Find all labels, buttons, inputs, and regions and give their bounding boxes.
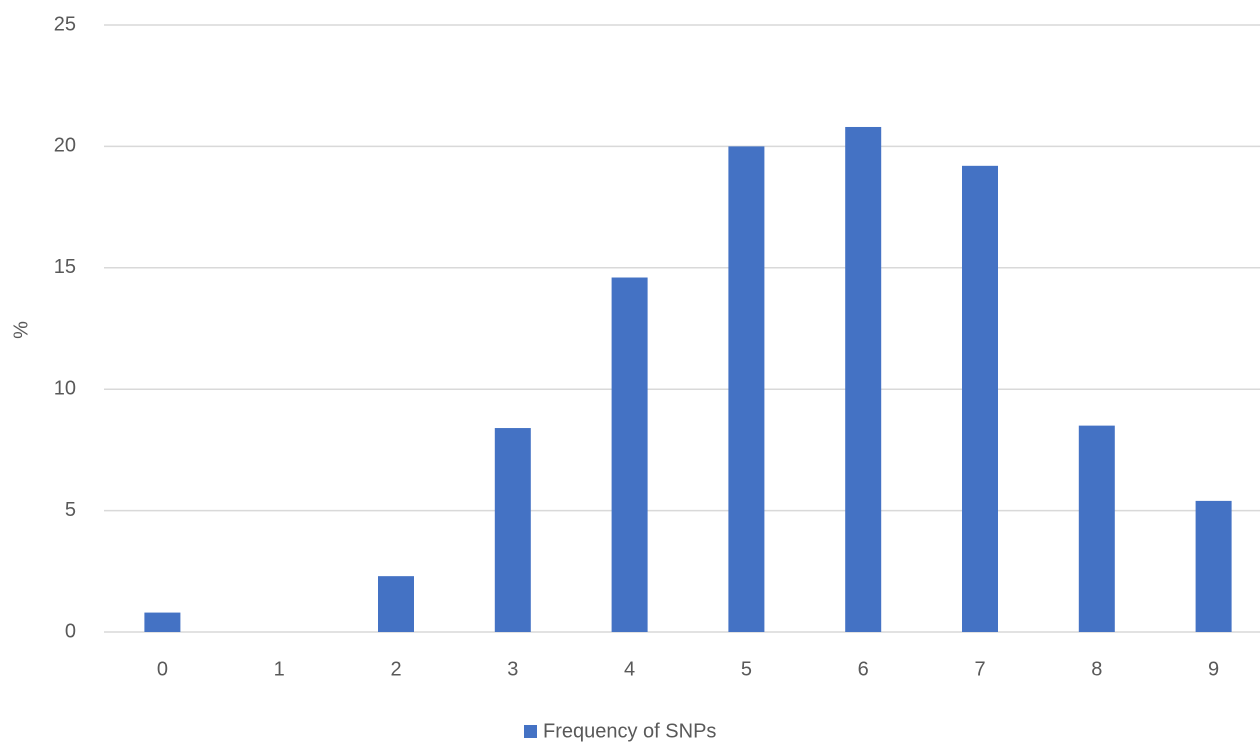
y-tick-label: 15: [54, 256, 76, 278]
bar: [1078, 425, 1115, 632]
y-tick-label: 10: [54, 377, 76, 399]
x-tick-label: 7: [974, 658, 985, 680]
x-tick-label: 5: [741, 658, 752, 680]
x-tick-label: 0: [157, 658, 168, 680]
y-axis-label: %: [10, 321, 32, 339]
bar: [728, 146, 765, 632]
x-tick-label: 3: [507, 658, 518, 680]
y-tick-label: 25: [54, 13, 76, 35]
x-tick-label: 9: [1208, 658, 1219, 680]
bar: [378, 576, 414, 632]
bar: [1195, 500, 1232, 632]
bar: [962, 165, 998, 632]
x-tick-label: 2: [390, 658, 401, 680]
bar: [611, 277, 648, 632]
x-tick-label: 8: [1091, 658, 1102, 680]
y-tick-label: 20: [54, 135, 76, 157]
x-tick-label: 4: [624, 658, 635, 680]
x-tick-label: 6: [858, 658, 869, 680]
bar: [144, 612, 181, 632]
y-tick-label: 5: [65, 499, 76, 521]
bar: [845, 126, 882, 632]
legend-label: Frequency of SNPs: [543, 720, 716, 742]
legend-swatch: [524, 725, 537, 738]
bar: [494, 428, 531, 632]
y-tick-label: 0: [65, 620, 76, 642]
x-tick-label: 1: [274, 658, 285, 680]
